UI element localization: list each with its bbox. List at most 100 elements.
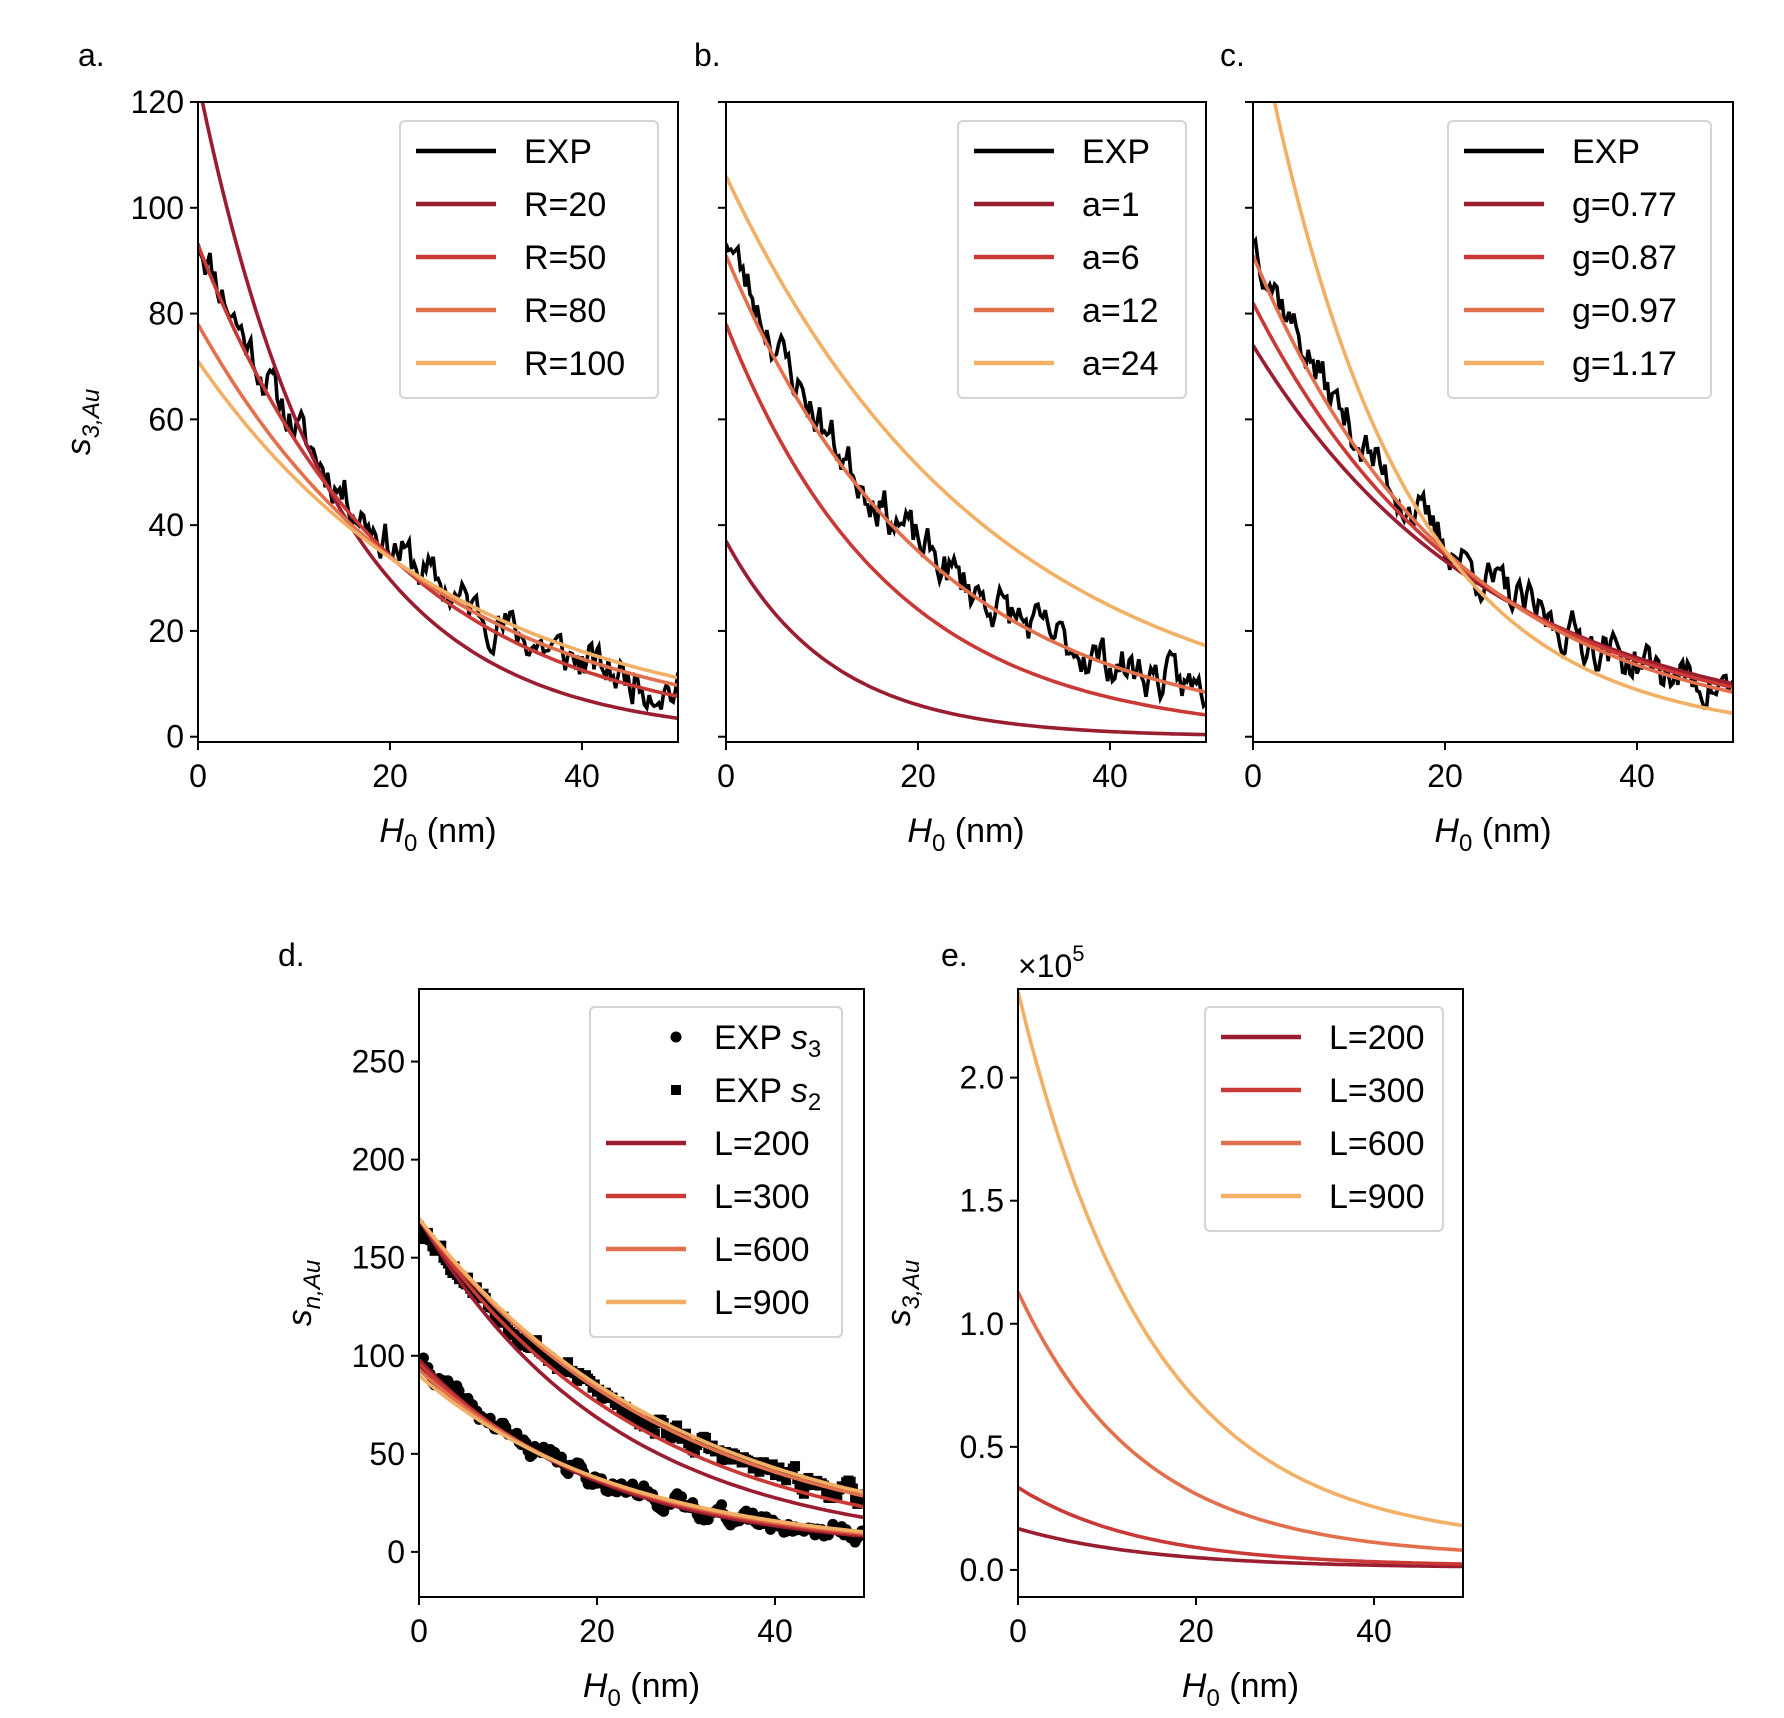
series-exp-s3-points bbox=[419, 1352, 864, 1548]
data-point bbox=[856, 1498, 864, 1509]
legend-box bbox=[1204, 1006, 1444, 1232]
data-point bbox=[649, 1428, 660, 1439]
data-point bbox=[563, 1357, 574, 1368]
legend-label: L=900 bbox=[714, 1284, 810, 1322]
legend-label: L=600 bbox=[1329, 1125, 1425, 1163]
x-tick-label: 0 bbox=[410, 1613, 428, 1649]
legend-box bbox=[399, 120, 659, 399]
panel-label: c. bbox=[1220, 37, 1245, 73]
legend-label: L=200 bbox=[714, 1125, 810, 1163]
legend-label: a=24 bbox=[1082, 345, 1159, 383]
x-tick-label: 0 bbox=[1009, 1613, 1027, 1649]
legend-label: g=0.87 bbox=[1572, 239, 1677, 277]
legend-label: L=200 bbox=[1329, 1019, 1425, 1057]
data-point bbox=[676, 1491, 688, 1503]
y-tick-label: 40 bbox=[148, 507, 184, 543]
legend-label: L=300 bbox=[1329, 1072, 1425, 1110]
legend-handle bbox=[670, 1031, 682, 1043]
data-point bbox=[500, 1316, 511, 1327]
series-line-l-900 bbox=[419, 1217, 864, 1495]
series-line-r-20 bbox=[200, 102, 678, 721]
legend-box bbox=[1447, 120, 1712, 399]
data-point bbox=[781, 1475, 792, 1486]
y-tick-label: 200 bbox=[352, 1142, 405, 1178]
legend: EXP g=0.77 g=0.87 g=0.97 g=1.17 bbox=[1447, 120, 1712, 399]
legend-label: a=12 bbox=[1082, 292, 1159, 330]
data-point bbox=[754, 1466, 765, 1477]
data-point bbox=[518, 1333, 529, 1344]
legend-box bbox=[957, 120, 1187, 399]
y-tick-label: 250 bbox=[352, 1044, 405, 1080]
y-tick-label: 100 bbox=[352, 1338, 405, 1374]
series-line-l-600 bbox=[419, 1217, 864, 1498]
data-point bbox=[845, 1476, 856, 1487]
data-point bbox=[596, 1393, 607, 1404]
y-axis-label: s3,Au bbox=[60, 389, 105, 455]
y-tick-label: 2.0 bbox=[960, 1060, 1004, 1096]
x-tick-label: 40 bbox=[564, 758, 600, 794]
data-point bbox=[701, 1432, 712, 1443]
series-line-a-24 bbox=[726, 175, 1206, 648]
legend: L=200 L=300 L=600 L=900 bbox=[1204, 1006, 1444, 1232]
y-axis-label: sn,Au bbox=[281, 1260, 326, 1326]
x-tick-label: 0 bbox=[1244, 758, 1262, 794]
axes-frame bbox=[1252, 101, 1734, 743]
legend-label: EXP s2 bbox=[714, 1072, 821, 1116]
series-line-l-600 bbox=[1018, 1291, 1463, 1552]
legend-label: R=80 bbox=[524, 292, 606, 330]
panel-label: a. bbox=[78, 37, 105, 73]
legend-label: EXP bbox=[1082, 133, 1150, 171]
legend-label: g=1.17 bbox=[1572, 345, 1677, 383]
y-tick-label: 0.5 bbox=[960, 1429, 1004, 1465]
data-point bbox=[647, 1423, 658, 1434]
series-line-r-50 bbox=[198, 244, 678, 699]
series-line-l-200 bbox=[1018, 1526, 1463, 1569]
panel-label: e. bbox=[941, 937, 968, 973]
legend-label: g=0.77 bbox=[1572, 186, 1677, 224]
series-line-l-900 bbox=[1018, 991, 1463, 1528]
x-tick-label: 40 bbox=[1619, 758, 1655, 794]
plot-area bbox=[1253, 102, 1733, 715]
x-tick-label: 40 bbox=[1356, 1613, 1392, 1649]
series-line-a-1 bbox=[726, 540, 1206, 737]
x-axis-label: H0 (nm) bbox=[379, 812, 496, 857]
data-point bbox=[716, 1499, 728, 1511]
plot-area bbox=[419, 1217, 864, 1548]
series-line-l-600 bbox=[419, 1368, 864, 1535]
data-point bbox=[494, 1317, 505, 1328]
legend: EXP R=20 R=50 R=80 R=100 bbox=[399, 120, 659, 399]
legend-label: R=20 bbox=[524, 186, 606, 224]
y-tick-label: 60 bbox=[148, 401, 184, 437]
axes-frame bbox=[418, 988, 865, 1598]
legend-handle bbox=[671, 1085, 681, 1095]
y-tick-label: 100 bbox=[131, 190, 184, 226]
x-tick-label: 0 bbox=[717, 758, 735, 794]
data-point bbox=[832, 1492, 843, 1503]
x-tick-label: 20 bbox=[900, 758, 936, 794]
y-tick-label: 1.5 bbox=[960, 1183, 1004, 1219]
y-tick-label: 120 bbox=[131, 84, 184, 120]
legend-label: L=900 bbox=[1329, 1178, 1425, 1216]
x-tick-label: 20 bbox=[1427, 758, 1463, 794]
series-line-l-900 bbox=[419, 1374, 864, 1534]
y-tick-label: 0 bbox=[166, 719, 184, 755]
y-tick-label: 0 bbox=[387, 1534, 405, 1570]
y-tick-label: 1.0 bbox=[960, 1306, 1004, 1342]
series-line-a-6 bbox=[726, 323, 1206, 717]
series-line-l-300 bbox=[1018, 1485, 1463, 1566]
axes-frame bbox=[197, 101, 679, 743]
legend-label: EXP bbox=[1572, 133, 1640, 171]
x-tick-label: 20 bbox=[1178, 1613, 1214, 1649]
data-point bbox=[487, 1302, 498, 1313]
axis-multiplier: ×105 bbox=[1018, 941, 1085, 984]
data-point bbox=[827, 1485, 838, 1496]
series-line-l-300 bbox=[419, 1362, 864, 1537]
series-line-l-200 bbox=[419, 1358, 864, 1538]
legend: EXP s3 EXP s2 L=200 L=300 L=600 L=900 bbox=[589, 1006, 843, 1338]
data-point bbox=[511, 1427, 523, 1439]
legend-label: L=300 bbox=[714, 1178, 810, 1216]
x-axis-label: H0 (nm) bbox=[583, 1667, 700, 1712]
legend: EXP a=1 a=6 a=12 a=24 bbox=[957, 120, 1187, 399]
plot-area bbox=[726, 175, 1206, 737]
